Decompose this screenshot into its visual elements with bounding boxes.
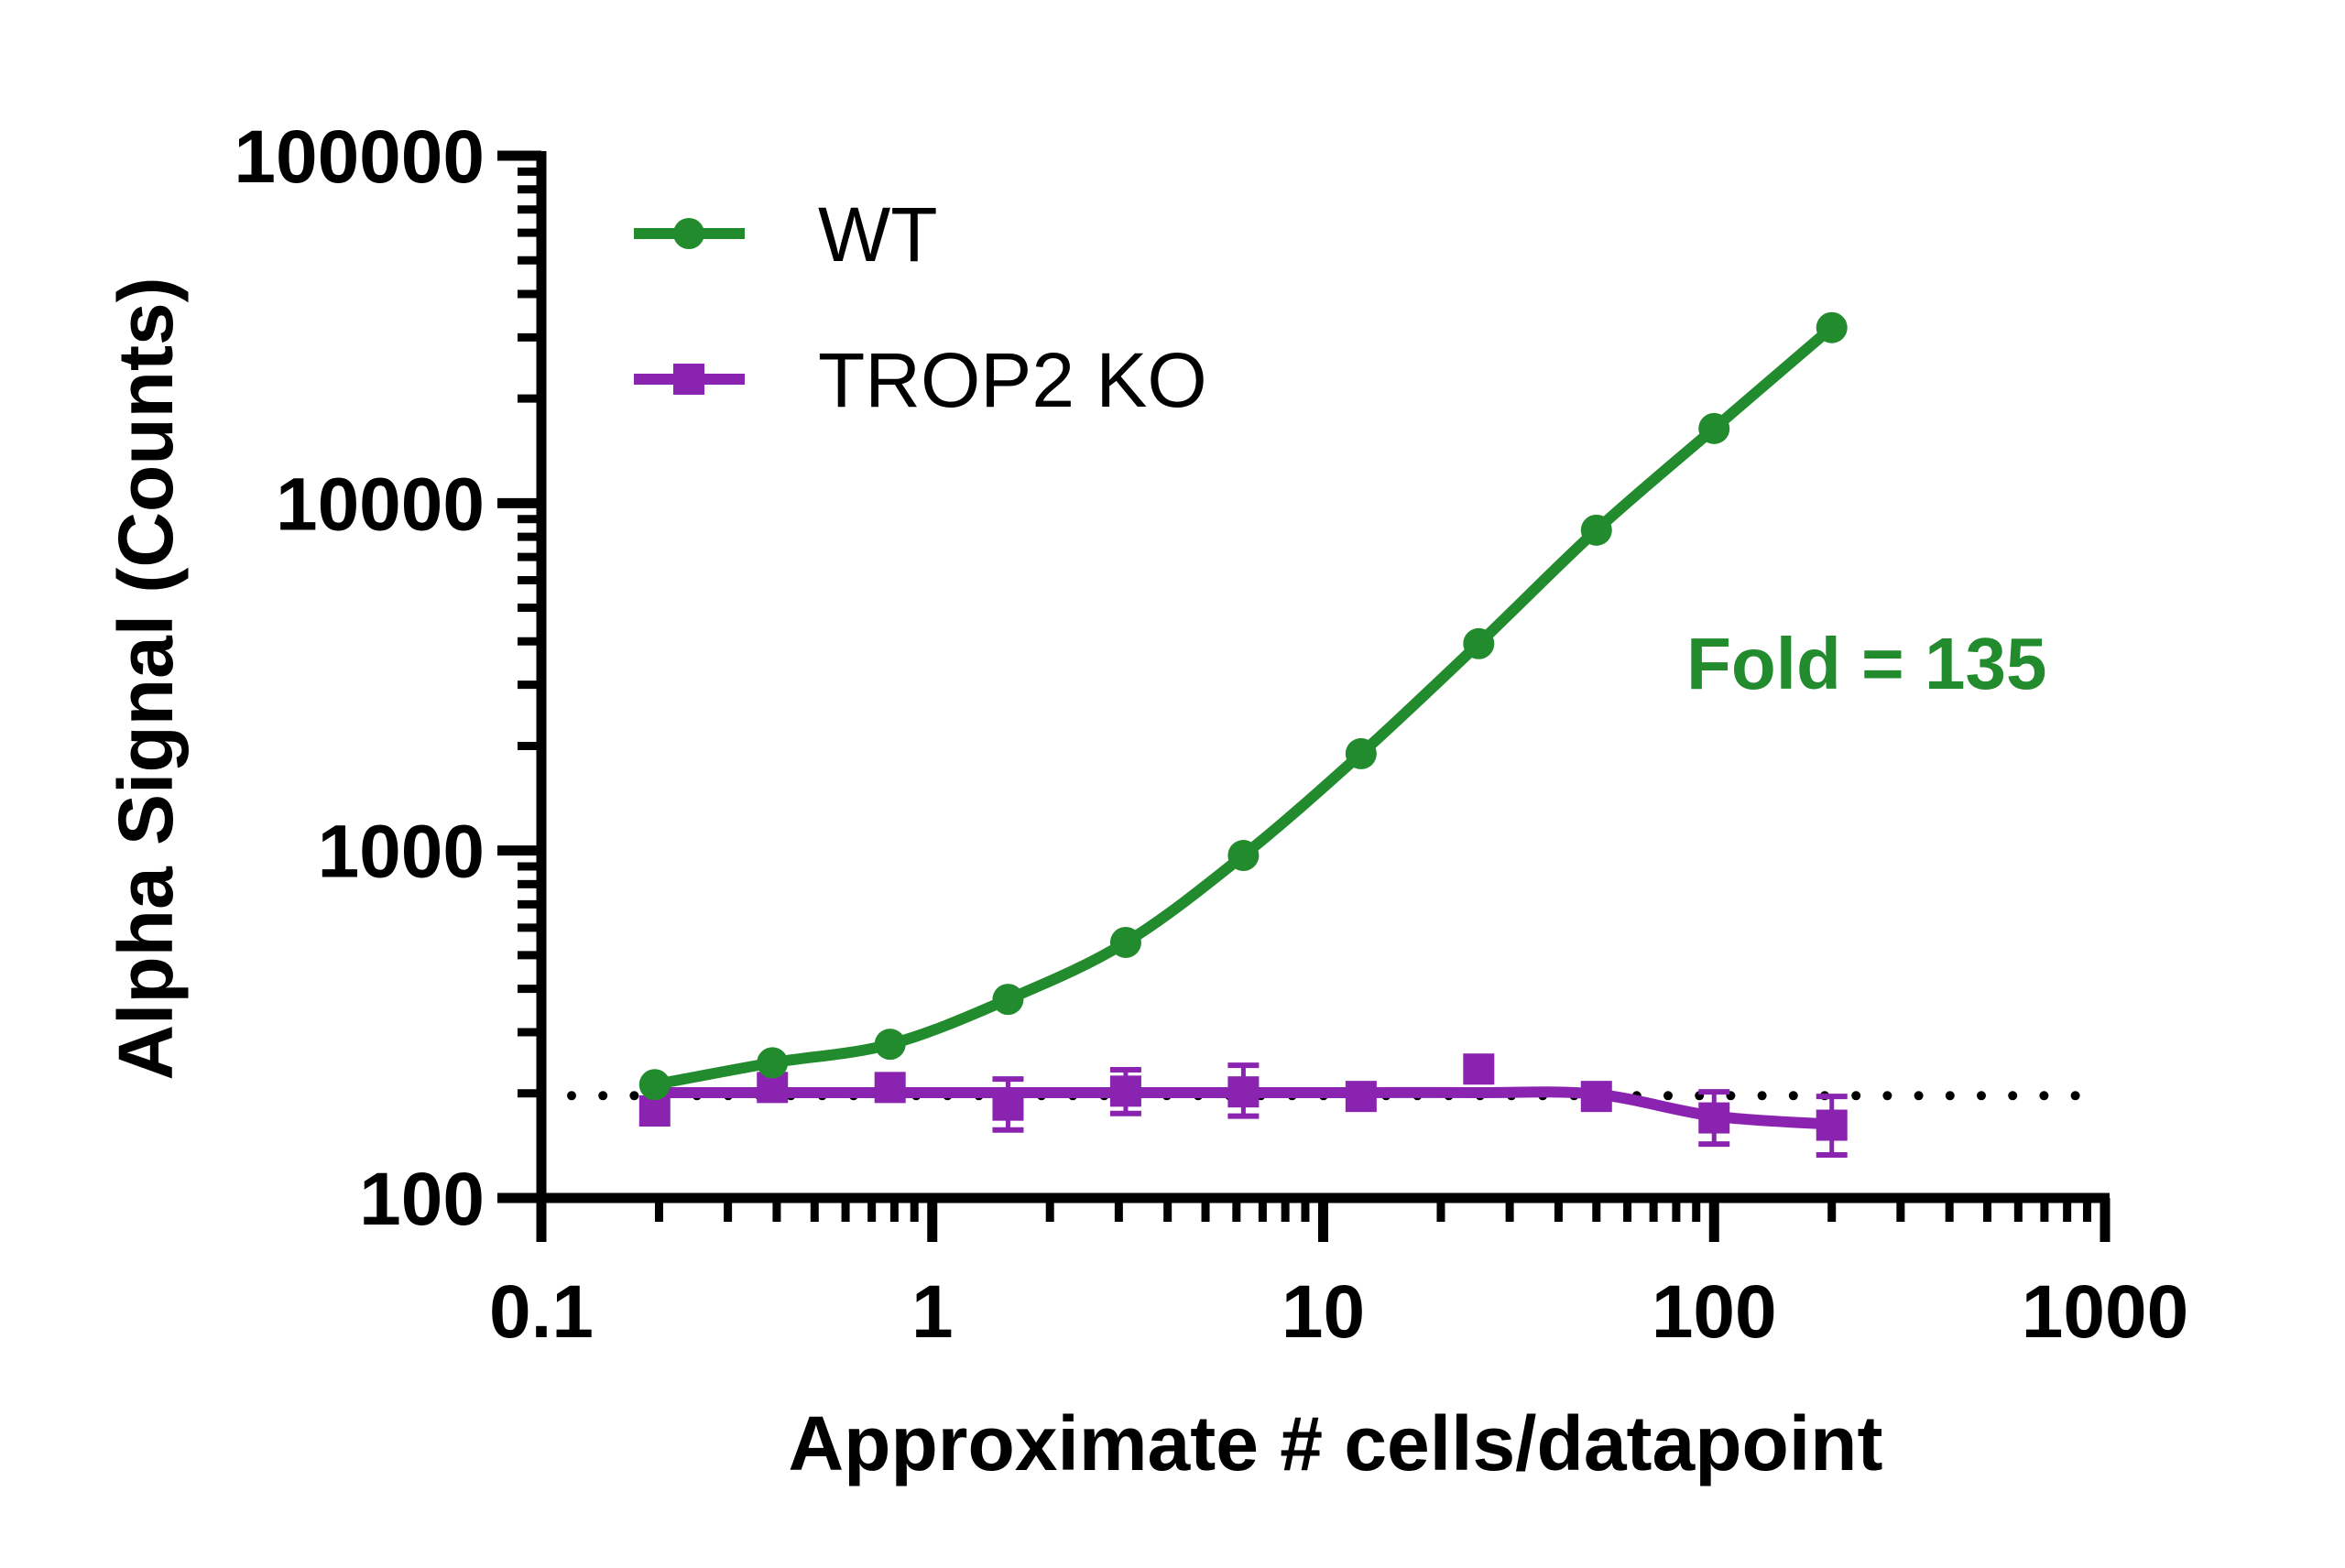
trop2-ko-point [1698, 1102, 1730, 1134]
series-wt [638, 311, 1848, 1101]
trop2-ko-point [1345, 1081, 1377, 1113]
wt-point [1580, 514, 1612, 546]
wt-point [638, 1069, 671, 1101]
legend-item-trop2-ko: TROP2 KO [634, 337, 1207, 423]
wt-point [1109, 926, 1141, 958]
series-layer [638, 311, 1848, 1159]
x-tick-label: 100 [1652, 1270, 1777, 1354]
wt-point [1463, 627, 1495, 659]
y-tick-label: 10000 [276, 463, 485, 546]
axes [497, 150, 2110, 1242]
reference-dot [567, 1091, 576, 1101]
trop2-ko-point [1580, 1081, 1612, 1113]
wt-point [1698, 412, 1730, 444]
tick-labels: 100 1000 10000 100000 0.1 1 10 100 1000 [234, 115, 2188, 1354]
reference-dot [1851, 1091, 1861, 1101]
reference-dot [1945, 1091, 1955, 1101]
reference-dot [1882, 1091, 1892, 1101]
y-tick-label: 1000 [318, 811, 485, 894]
reference-dot [598, 1091, 608, 1101]
trop2-ko-point [874, 1072, 906, 1104]
wt-point [1816, 311, 1848, 343]
x-tick-label: 10 [1282, 1270, 1365, 1354]
x-tick-label: 1000 [2022, 1270, 2188, 1354]
wt-point [1227, 840, 1260, 872]
fold-annotation: Fold = 135 [1686, 623, 2046, 704]
legend-wt-label: WT [818, 191, 938, 278]
y-tick-label: 100 [359, 1158, 485, 1241]
wt-point [874, 1029, 906, 1061]
y-axis-title: Alpha Signal (Counts) [103, 277, 189, 1080]
x-axis-title: Approximate # cells/datapoint [789, 1400, 1883, 1486]
reference-dot [1788, 1091, 1798, 1101]
reference-dot [1757, 1091, 1767, 1101]
trop2-ko-point [1816, 1109, 1848, 1141]
trop2-ko-point [1109, 1075, 1141, 1107]
legend: WT TROP2 KO [634, 191, 1207, 423]
trop2-ko-point [992, 1089, 1024, 1121]
x-tick-label: 1 [911, 1270, 954, 1354]
y-tick-label: 100000 [234, 115, 485, 199]
wt-fit-line [653, 323, 1836, 1091]
legend-ko-label: TROP2 KO [818, 337, 1207, 423]
legend-item-wt: WT [634, 191, 938, 278]
legend-ko-marker [673, 364, 704, 395]
x-tick-label: 0.1 [489, 1270, 594, 1354]
trop2-ko-point [638, 1095, 671, 1127]
wt-point [1345, 737, 1377, 769]
trop2-ko-point [1463, 1053, 1495, 1085]
legend-wt-marker [673, 218, 704, 249]
wt-point [757, 1047, 789, 1079]
reference-dot [2039, 1091, 2049, 1101]
trop2-ko-point [1227, 1076, 1260, 1108]
reference-dot [2008, 1091, 2018, 1101]
reference-dot [629, 1091, 639, 1101]
reference-dot [1663, 1091, 1673, 1101]
reference-dot [1914, 1091, 1924, 1101]
reference-dot [1977, 1091, 1986, 1101]
wt-point [992, 984, 1024, 1016]
series-trop2-ko [638, 1053, 1848, 1159]
reference-dot [2070, 1091, 2080, 1101]
